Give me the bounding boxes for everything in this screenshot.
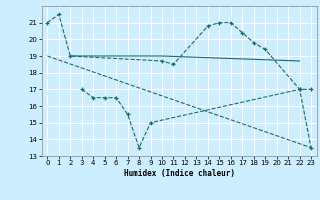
X-axis label: Humidex (Indice chaleur): Humidex (Indice chaleur) xyxy=(124,169,235,178)
